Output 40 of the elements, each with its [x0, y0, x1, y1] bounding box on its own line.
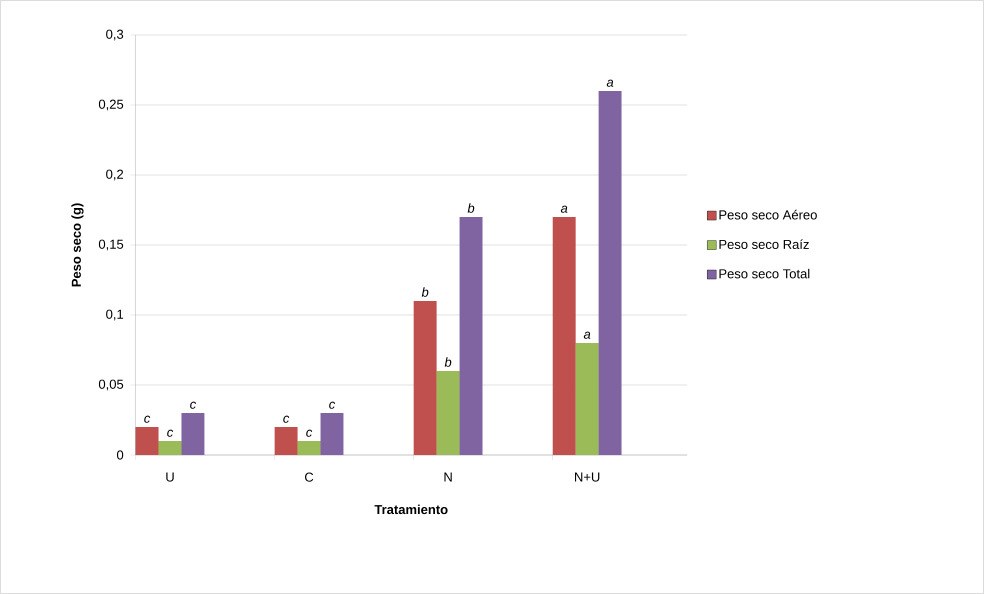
legend-label: Peso seco Total	[719, 268, 810, 278]
annotation: c	[329, 402, 336, 409]
x-tick-label: N	[444, 472, 452, 482]
x-tick-label: U	[166, 472, 174, 482]
y-tick-label: 0,1	[106, 310, 124, 320]
bar	[136, 427, 159, 455]
bar	[414, 300, 437, 455]
bar	[576, 342, 599, 455]
legend-label: Peso seco Raíz	[719, 239, 809, 250]
annotation: c	[306, 430, 312, 437]
y-tick-label: 0,15	[98, 240, 124, 250]
annotation: a	[584, 332, 590, 339]
bar	[181, 413, 204, 455]
annotation: a	[560, 206, 568, 213]
bar	[598, 90, 622, 455]
legend-label: Peso seco Aéreo	[719, 210, 817, 220]
bar	[298, 441, 321, 455]
bar	[552, 217, 576, 455]
bar	[436, 371, 460, 455]
annotation: a	[606, 80, 614, 87]
y-tick-label: 0,05	[98, 380, 124, 390]
annotation: c	[190, 402, 196, 409]
x-axis-title: Tratamiento	[374, 504, 448, 514]
y-tick-label: 0,25	[98, 100, 124, 110]
annotation: b	[468, 203, 474, 213]
y-tick-label: 0,2	[106, 170, 124, 180]
bar	[274, 427, 298, 455]
annotation: b	[444, 357, 452, 367]
x-tick-label: C	[305, 472, 314, 482]
annotation: c	[283, 416, 290, 423]
annotation: b	[422, 287, 428, 297]
annotation: c	[167, 430, 174, 437]
bar	[158, 441, 182, 455]
bar	[320, 413, 344, 455]
x-tick-label: N+U	[575, 472, 600, 482]
bar	[460, 217, 483, 455]
y-tick-label: 0,3	[106, 30, 124, 40]
y-axis-title: Peso seco (g)	[71, 203, 84, 286]
y-tick-label: 0	[116, 450, 124, 460]
annotation: c	[144, 416, 150, 423]
